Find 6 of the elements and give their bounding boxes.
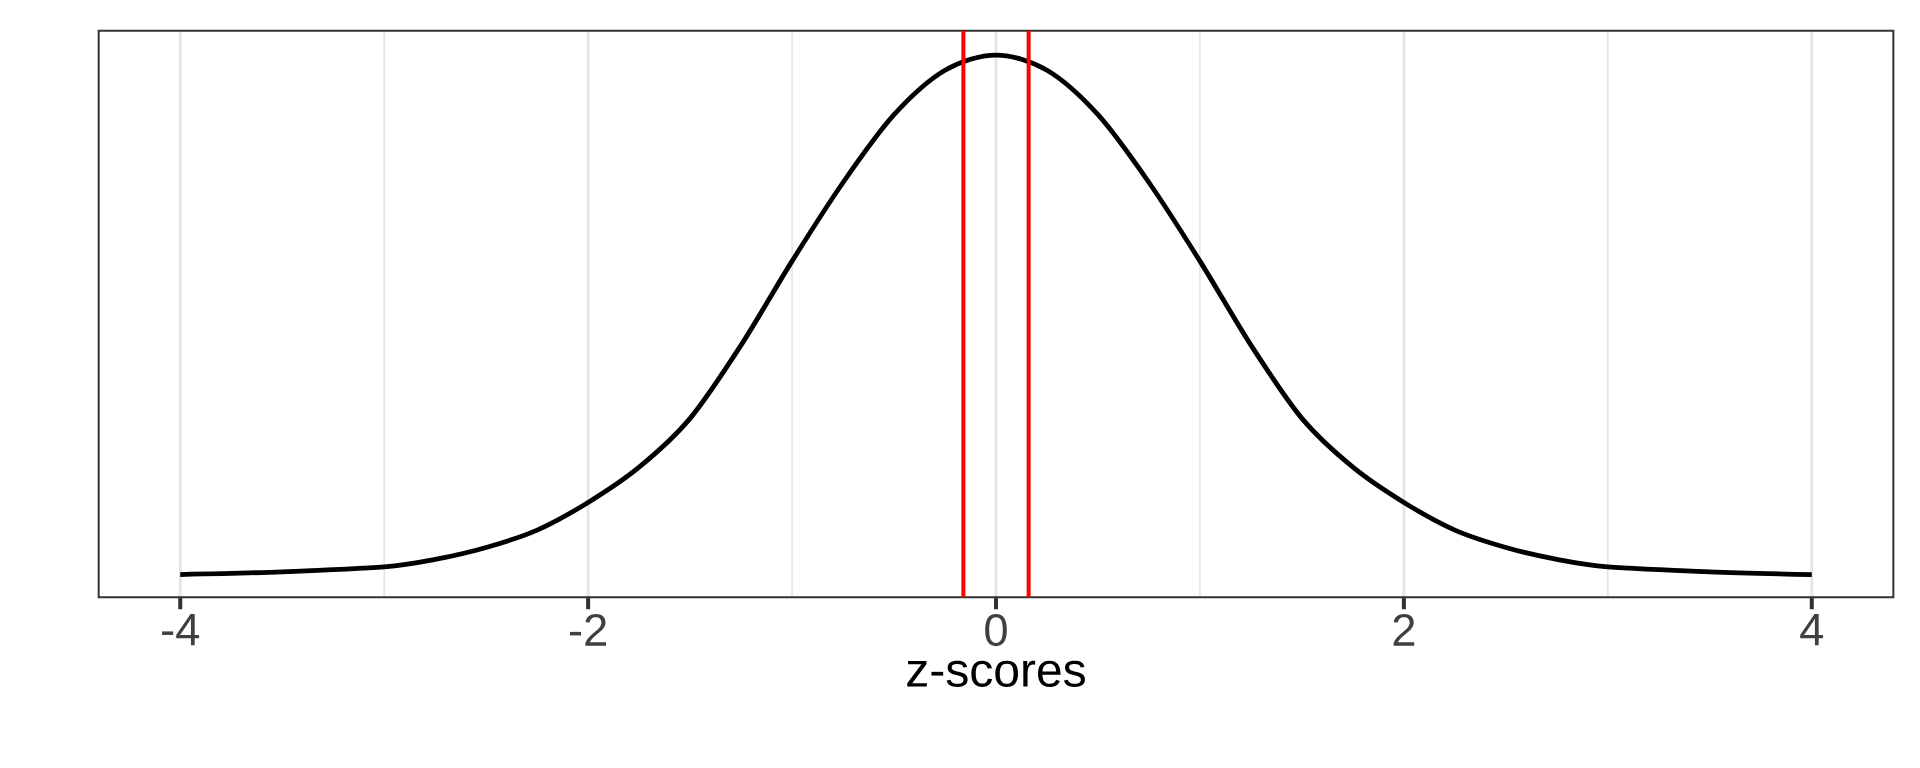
x-tick-label: -4 [162,614,200,646]
x-tick-label: 4 [1800,614,1824,646]
x-tick-label: 2 [1393,614,1415,646]
x-axis-title: z-scores [907,660,1085,687]
x-tick-label: -2 [569,614,607,646]
x-tick-label: 0 [985,614,1007,647]
